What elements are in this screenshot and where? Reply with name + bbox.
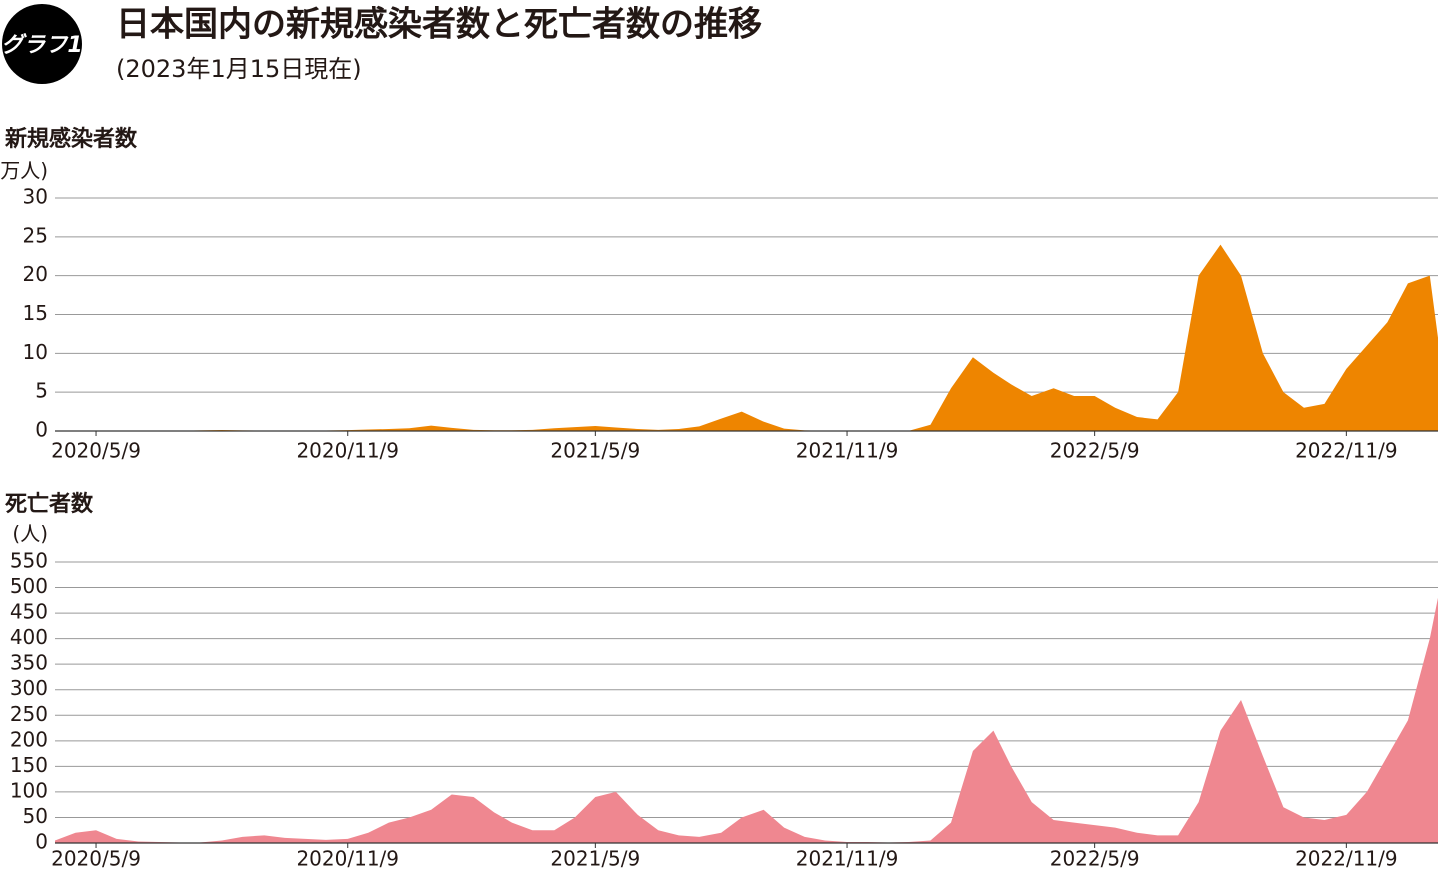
title: 日本国内の新規感染者数と死亡者数の推移 — [116, 5, 762, 45]
x-tick-label: 2020/5/9 — [51, 439, 141, 463]
x-tick-label: 2021/5/9 — [550, 439, 640, 463]
y-tick-label: 10 — [23, 340, 48, 364]
y-tick-label: 300 — [10, 676, 48, 700]
y-tick-label: 200 — [10, 727, 48, 751]
y-tick-label: 500 — [10, 574, 48, 598]
badge-text: グラフ1 — [1, 33, 82, 58]
y-tick-label: 30 — [23, 185, 48, 209]
unit-label: (万人) — [0, 159, 48, 183]
y-tick-label: 25 — [23, 223, 48, 247]
chart-title: 死亡者数 — [5, 491, 94, 517]
x-tick-label: 2020/5/9 — [51, 847, 141, 870]
badge — [2, 4, 82, 84]
y-tick-label: 550 — [10, 549, 48, 573]
y-tick-label: 15 — [23, 301, 48, 325]
y-tick-label: 50 — [23, 804, 48, 828]
y-tick-label: 350 — [10, 651, 48, 675]
x-tick-label: 2022/5/9 — [1050, 847, 1140, 870]
x-tick-label: 2022/11/9 — [1295, 439, 1398, 463]
x-tick-label: 2022/5/9 — [1050, 439, 1140, 463]
y-tick-label: 400 — [10, 625, 48, 649]
x-tick-label: 2022/11/9 — [1295, 847, 1398, 870]
y-tick-label: 450 — [10, 600, 48, 624]
y-tick-label: 5 — [35, 379, 48, 403]
subtitle: (2023年1月15日現在) — [116, 55, 362, 83]
y-tick-label: 250 — [10, 702, 48, 726]
x-tick-label: 2021/5/9 — [550, 847, 640, 870]
x-tick-label: 2021/11/9 — [796, 847, 899, 870]
y-tick-label: 150 — [10, 753, 48, 777]
y-tick-label: 0 — [35, 418, 48, 442]
x-tick-label: 2021/11/9 — [796, 439, 899, 463]
chart-title: 新規感染者数 — [4, 126, 138, 152]
x-tick-label: 2020/11/9 — [296, 847, 399, 870]
area — [55, 244, 1438, 431]
area — [55, 597, 1438, 843]
y-tick-label: 100 — [10, 778, 48, 802]
x-tick-label: 2020/11/9 — [296, 439, 399, 463]
y-tick-label: 20 — [23, 262, 48, 286]
unit-label: (人) — [12, 522, 48, 546]
y-tick-label: 0 — [35, 830, 48, 854]
